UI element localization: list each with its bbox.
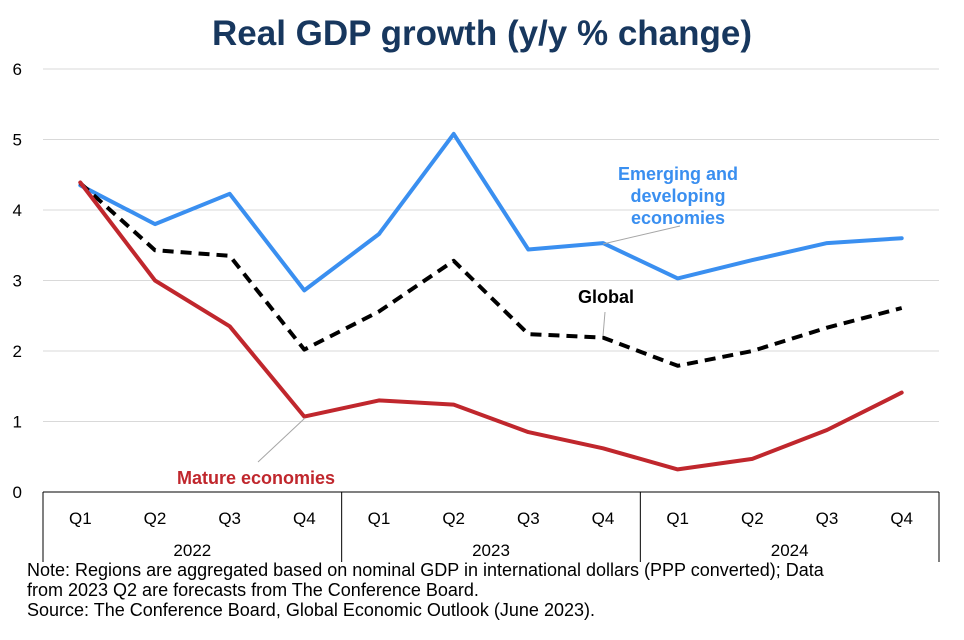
data-point-global: [676, 364, 680, 368]
x-tick-label: Q3: [816, 509, 839, 528]
data-point-global: [452, 259, 456, 263]
data-point-global: [526, 332, 530, 336]
data-point-global: [825, 326, 829, 330]
x-tick-label: Q3: [218, 509, 241, 528]
data-point-emerging-and-developing-economies: [452, 132, 456, 136]
data-point-mature-economies: [78, 181, 82, 185]
gridlines: [43, 68, 939, 422]
x-tick-label: Q4: [890, 509, 913, 528]
data-point-emerging-and-developing-economies: [526, 247, 530, 251]
series-label-line: Global: [578, 287, 634, 307]
series-label-line: Emerging and: [618, 164, 738, 184]
data-point-global: [228, 254, 232, 258]
x-axis: Q1 Q2 Q3 Q4 Q1 Q2 Q3 Q4 Q1 Q2 Q3 Q4 2022 2023 2024: [42, 491, 940, 562]
x-tick-label: Q3: [517, 509, 540, 528]
y-tick-label: 6: [13, 60, 22, 79]
y-tick-label: 2: [13, 342, 22, 361]
series-line-global: [78, 181, 903, 368]
x-tick-label: Q4: [293, 509, 316, 528]
x-tick-label: Q4: [592, 509, 615, 528]
series-line-mature-economies: [78, 180, 904, 472]
y-tick-label: 0: [13, 483, 22, 502]
y-tick-label: 4: [13, 201, 22, 220]
data-point-emerging-and-developing-economies: [750, 258, 754, 262]
notes: Note: Regions are aggregated based on no…: [27, 560, 947, 620]
series-label-line: economies: [631, 208, 725, 228]
series-labels: Emerging and developing economies Global Mat…: [177, 164, 738, 488]
x-tick-label: Q1: [368, 509, 391, 528]
x-group-label: 2024: [771, 541, 809, 560]
data-point-mature-economies: [377, 398, 381, 402]
x-tick-label: Q2: [144, 509, 167, 528]
series-label-global: Global: [578, 287, 634, 307]
y-tick-label: 5: [13, 131, 22, 150]
data-point-global: [153, 248, 157, 252]
data-point-global: [302, 348, 306, 352]
series-label-mature-economies: Mature economies: [177, 468, 335, 488]
y-tick-label: 1: [13, 413, 22, 432]
data-point-emerging-and-developing-economies: [153, 222, 157, 226]
leader-line-mature-economies: [257, 417, 306, 463]
data-point-global: [900, 306, 904, 310]
leader-line-emerging-and-developing-economies: [602, 225, 681, 245]
data-point-emerging-and-developing-economies: [900, 236, 904, 240]
series-label-line: developing: [630, 186, 725, 206]
x-tick-label: Q1: [666, 509, 689, 528]
y-axis: 0 1 2 3 4 5 6: [13, 60, 22, 502]
x-tick-label: Q2: [442, 509, 465, 528]
source-line: Source: The Conference Board, Global Eco…: [27, 600, 595, 620]
data-point-emerging-and-developing-economies: [377, 232, 381, 236]
data-point-mature-economies: [452, 403, 456, 407]
data-point-emerging-and-developing-economies: [228, 192, 232, 196]
data-point-mature-economies: [750, 457, 754, 461]
x-group-label: 2023: [472, 541, 510, 560]
leader-line-global: [602, 311, 606, 337]
note-line-2: from 2023 Q2 are forecasts from The Conf…: [27, 580, 479, 600]
data-point-emerging-and-developing-economies: [676, 276, 680, 280]
series-label-line: Mature economies: [177, 468, 335, 488]
data-point-mature-economies: [676, 467, 680, 471]
chart-title: Real GDP growth (y/y % change): [211, 14, 753, 53]
data-point-emerging-and-developing-economies: [302, 288, 306, 292]
data-point-mature-economies: [153, 279, 157, 283]
data-point-global: [750, 349, 754, 353]
data-point-emerging-and-developing-economies: [601, 241, 605, 245]
data-point-mature-economies: [526, 430, 530, 434]
x-tick-label: Q2: [741, 509, 764, 528]
x-group-label: 2022: [173, 541, 211, 560]
data-point-global: [601, 336, 605, 340]
data-point-mature-economies: [228, 324, 232, 328]
y-tick-label: 3: [13, 272, 22, 291]
data-point-mature-economies: [601, 446, 605, 450]
note-line-1: Note: Regions are aggregated based on no…: [27, 560, 824, 580]
data-point-mature-economies: [900, 391, 904, 395]
x-tick-label: Q1: [69, 509, 92, 528]
data-point-global: [377, 310, 381, 314]
series-lines: [78, 131, 904, 472]
data-point-mature-economies: [825, 428, 829, 432]
series-label-emerging-and-developing-economies: Emerging and developing economies: [618, 164, 738, 228]
series-line-emerging-and-developing-economies: [78, 131, 904, 293]
data-point-emerging-and-developing-economies: [825, 241, 829, 245]
